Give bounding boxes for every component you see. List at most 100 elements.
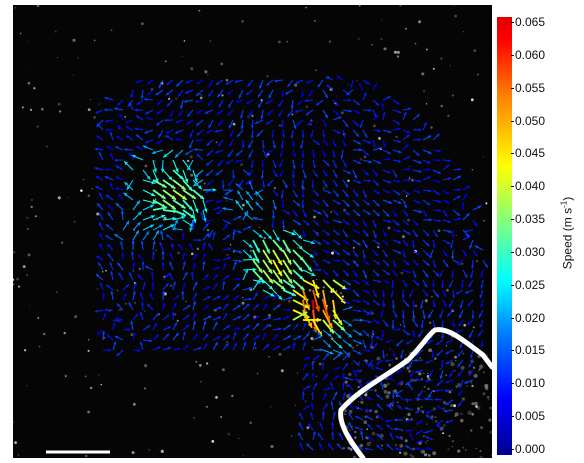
- velocity-arrow: [455, 289, 464, 295]
- velocity-arrow: [445, 359, 454, 365]
- velocity-arrow: [162, 314, 170, 321]
- particle-speck: [183, 40, 186, 42]
- particle-speck: [479, 364, 484, 369]
- velocity-arrow: [392, 179, 401, 183]
- velocity-arrow: [392, 119, 401, 125]
- particle-speck: [462, 31, 465, 33]
- particle-speck: [448, 390, 452, 394]
- particle-speck: [432, 67, 435, 70]
- velocity-arrow: [195, 99, 204, 103]
- velocity-arrow: [222, 256, 231, 261]
- velocity-arrow: [302, 356, 311, 361]
- velocity-arrow: [382, 169, 391, 174]
- velocity-arrow: [362, 349, 371, 353]
- particle-speck: [133, 229, 136, 231]
- velocity-arrow: [442, 229, 453, 233]
- particle-speck: [393, 389, 397, 393]
- velocity-arrow: [262, 279, 274, 291]
- velocity-arrow: [262, 249, 273, 265]
- velocity-arrow: [375, 444, 384, 451]
- particle-speck: [434, 420, 438, 423]
- velocity-arrow: [412, 279, 420, 287]
- velocity-arrow: [422, 309, 426, 320]
- colorbar-tick-mark: [511, 449, 514, 450]
- colorbar-tick-mark: [511, 251, 514, 253]
- velocity-arrow: [362, 169, 370, 176]
- velocity-arrow: [152, 189, 167, 200]
- velocity-arrow: [212, 231, 216, 241]
- velocity-arrow: [412, 299, 415, 308]
- particle-speck: [100, 383, 103, 386]
- velocity-arrow: [280, 139, 284, 149]
- velocity-arrow: [395, 369, 404, 374]
- velocity-arrow: [412, 159, 422, 164]
- velocity-arrow: [292, 189, 299, 198]
- particle-speck: [26, 228, 29, 230]
- particle-speck: [138, 267, 141, 270]
- velocity-arrow: [382, 111, 386, 121]
- velocity-arrow: [412, 189, 421, 194]
- velocity-arrow: [461, 202, 465, 211]
- particle-speck: [418, 20, 421, 24]
- velocity-arrow: [191, 220, 195, 231]
- velocity-arrow: [214, 129, 224, 133]
- velocity-arrow: [312, 139, 321, 146]
- velocity-arrow: [432, 189, 441, 196]
- velocity-arrow: [297, 99, 304, 106]
- velocity-arrow: [174, 149, 184, 159]
- velocity-vectors: [94, 75, 489, 451]
- velocity-arrow: [332, 349, 344, 355]
- velocity-arrow: [342, 269, 350, 277]
- velocity-arrow: [362, 149, 370, 157]
- velocity-arrow: [232, 283, 241, 291]
- velocity-arrow: [242, 313, 251, 321]
- particle-speck: [445, 374, 448, 377]
- velocity-arrow: [132, 332, 136, 341]
- velocity-arrow: [402, 279, 408, 288]
- velocity-arrow: [212, 206, 221, 211]
- velocity-arrow: [332, 239, 341, 246]
- particle-speck: [427, 377, 431, 381]
- velocity-arrow: [236, 129, 244, 138]
- velocity-arrow: [302, 363, 308, 371]
- particle-speck: [381, 444, 384, 447]
- particle-speck: [363, 420, 368, 425]
- velocity-arrow: [478, 309, 484, 318]
- velocity-arrow: [332, 169, 338, 178]
- velocity-arrow: [94, 309, 104, 313]
- velocity-arrow: [362, 179, 372, 183]
- velocity-arrow: [382, 239, 389, 246]
- velocity-arrow: [177, 243, 184, 251]
- velocity-arrow: [102, 348, 112, 352]
- velocity-arrow: [205, 159, 214, 166]
- velocity-arrow: [181, 290, 185, 301]
- velocity-arrow: [162, 333, 170, 341]
- velocity-arrow: [252, 269, 264, 282]
- velocity-arrow: [102, 292, 106, 301]
- velocity-arrow: [282, 269, 293, 284]
- particle-speck: [204, 70, 208, 74]
- velocity-arrow: [392, 127, 401, 131]
- particle-speck: [195, 360, 198, 363]
- velocity-arrow: [272, 239, 284, 252]
- velocity-arrow: [245, 190, 254, 201]
- velocity-arrow: [202, 333, 209, 341]
- particle-speck: [77, 57, 79, 59]
- velocity-arrow: [358, 83, 364, 91]
- velocity-arrow: [105, 128, 114, 132]
- velocity-arrow: [115, 165, 124, 171]
- velocity-arrow: [301, 89, 304, 98]
- velocity-arrow: [372, 269, 380, 277]
- velocity-arrow: [362, 339, 367, 349]
- velocity-arrow: [116, 99, 124, 106]
- particle-speck: [443, 424, 446, 427]
- particle-speck: [408, 369, 411, 373]
- velocity-arrow: [342, 179, 349, 188]
- velocity-arrow: [322, 209, 329, 218]
- velocity-arrow: [278, 109, 284, 117]
- particle-speck: [431, 295, 433, 298]
- velocity-arrow: [412, 138, 422, 141]
- velocity-arrow: [162, 169, 173, 181]
- velocity-arrow: [162, 302, 166, 311]
- velocity-arrow: [432, 239, 436, 248]
